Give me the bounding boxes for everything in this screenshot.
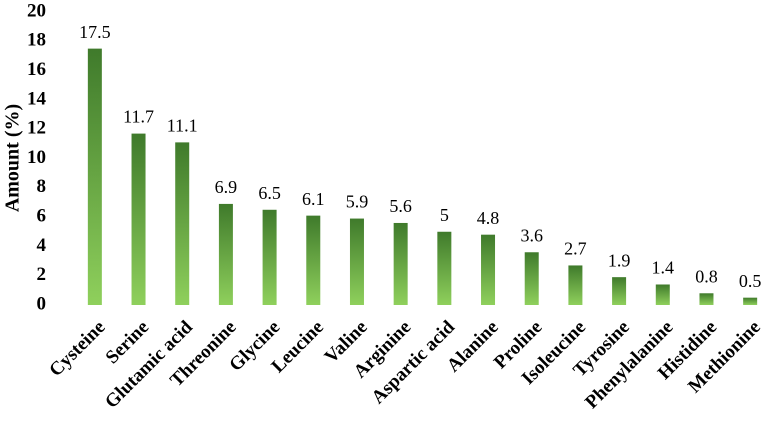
bar [175, 142, 190, 305]
bar [349, 218, 364, 305]
bar [87, 48, 102, 305]
bar [437, 231, 452, 305]
bar [393, 222, 408, 305]
y-tick-label: 4 [37, 235, 47, 256]
y-tick-label: 6 [37, 205, 47, 226]
value-label: 1.4 [652, 258, 675, 278]
value-label: 6.5 [258, 183, 281, 203]
x-tick-label: Cysteine [45, 317, 109, 381]
bar [306, 215, 321, 305]
value-label: 5.6 [389, 196, 412, 216]
bar [131, 133, 146, 305]
value-label: 11.7 [123, 107, 154, 127]
value-label: 6.1 [302, 189, 325, 209]
y-tick-label: 0 [37, 293, 47, 314]
value-label: 0.8 [695, 266, 718, 286]
value-label: 3.6 [520, 225, 543, 245]
y-tick-label: 14 [27, 88, 47, 109]
y-tick-label: 8 [37, 176, 47, 197]
bar [612, 277, 627, 305]
bar [262, 209, 277, 305]
bar [568, 265, 583, 305]
y-tick-label: 18 [27, 30, 46, 51]
y-tick-label: 12 [27, 118, 46, 139]
bar [699, 293, 714, 305]
y-tick-label: 20 [27, 0, 46, 21]
bar [655, 284, 670, 305]
value-label: 5.9 [346, 192, 369, 212]
bar [218, 203, 233, 305]
value-label: 1.9 [608, 250, 631, 270]
bar [743, 297, 758, 305]
value-label: 4.8 [477, 208, 500, 228]
y-tick-label: 16 [27, 59, 46, 80]
bar [481, 234, 496, 305]
y-tick-label: 2 [37, 264, 47, 285]
y-axis-title: Amount (%) [2, 104, 24, 212]
value-label: 11.1 [167, 116, 198, 136]
value-label: 17.5 [79, 22, 111, 42]
y-tick-label: 10 [27, 147, 46, 168]
bar [524, 252, 539, 305]
value-label: 6.9 [215, 177, 238, 197]
value-label: 2.7 [564, 239, 587, 259]
value-label: 5 [440, 205, 449, 225]
value-label: 0.5 [739, 271, 762, 291]
